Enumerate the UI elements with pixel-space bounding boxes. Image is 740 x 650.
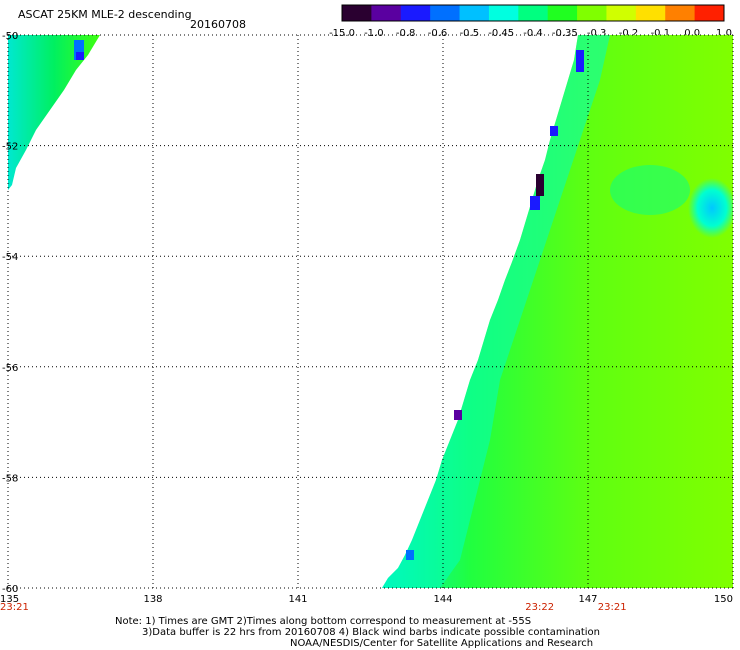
colorbar-label: -0.1 [651,28,671,39]
time-label: 23:21 [0,602,29,613]
colorbar-swatch [342,5,372,21]
colorbar-label: -1.0 [364,28,384,39]
lat-lon-grid [7,34,734,589]
cyan-patch [688,178,733,238]
colorbar-swatch [665,5,696,21]
swath-right-edge [382,35,610,588]
lon-label: 141 [288,594,307,605]
colorbar-swatch [694,5,725,21]
colorbar-frame [341,4,725,22]
lon-label: 150 [714,594,733,605]
colorbar-label: 1.0 [716,28,732,39]
product-title: ASCAT 25KM MLE-2 descending [18,8,192,21]
date-label: 20160708 [190,18,246,31]
colorbar-label: -0.6 [428,28,448,39]
blue-pixels-6 [76,52,84,60]
blue-pixels-5 [74,40,84,60]
time-labels: 23:21 23:22 23:21 [0,602,627,613]
colorbar-label: -0.45 [488,28,514,39]
colorbar-label: -0.5 [460,28,480,39]
lon-label: 135 [0,594,19,605]
colorbar-swatches [341,4,725,22]
colorbar-swatch [459,5,490,21]
note-line-3: NOAA/NESDIS/Center for Satellite Applica… [290,638,594,649]
lon-label: 144 [433,594,452,605]
time-label: 23:21 [598,602,627,613]
colorbar-label: -0.35 [552,28,578,39]
colorbar-label: -15.0 [329,28,355,39]
blue-pixels-1 [576,50,584,72]
colorbar-swatch [577,5,607,21]
blue-pixels-4 [406,550,414,560]
colorbar-swatch [606,5,637,21]
lon-label: 147 [578,594,597,605]
colorbar-label: 0.0 [684,28,700,39]
lat-label: -50 [2,31,18,42]
lat-label: -52 [2,142,18,153]
purple-pixel [454,410,462,420]
colorbar-label: -0.4 [523,28,543,39]
colorbar-swatch [547,5,578,21]
colorbar-label: -0.3 [587,28,607,39]
colorbar-labels: -15.0 -1.0 -0.8 -0.6 -0.5 -0.45 -0.4 -0.35 -0.3 -… [329,28,732,39]
blue-pixels-2 [550,126,558,136]
lat-label: -60 [2,584,18,595]
colorbar-swatch [488,5,519,21]
colorbar-swatch [430,5,461,21]
colorbar-swatch [371,5,402,21]
colorbar-swatch [400,5,431,21]
lon-label: 138 [143,594,162,605]
blue-pixels-3 [530,196,540,210]
colorbar-label: -0.2 [619,28,639,39]
lat-label: -54 [2,252,18,263]
lat-label: -58 [2,473,18,484]
note-line-1: Note: 1) Times are GMT 2)Times along bot… [115,616,532,627]
swath-data [8,35,733,588]
lat-label: -56 [2,363,18,374]
colorbar: -15.0 -1.0 -0.8 -0.6 -0.5 -0.45 -0.4 -0.35 -0.3 -… [329,4,732,39]
colorbar-label: -0.8 [396,28,416,39]
colorbar-swatch [635,5,666,21]
time-label: 23:22 [525,602,554,613]
dark-pixels-1 [536,174,544,196]
note-line-2: 3)Data buffer is 22 hrs from 20160708 4)… [142,627,600,638]
green-patch [610,165,690,215]
colorbar-swatch [518,5,549,21]
swath-left [8,35,100,190]
